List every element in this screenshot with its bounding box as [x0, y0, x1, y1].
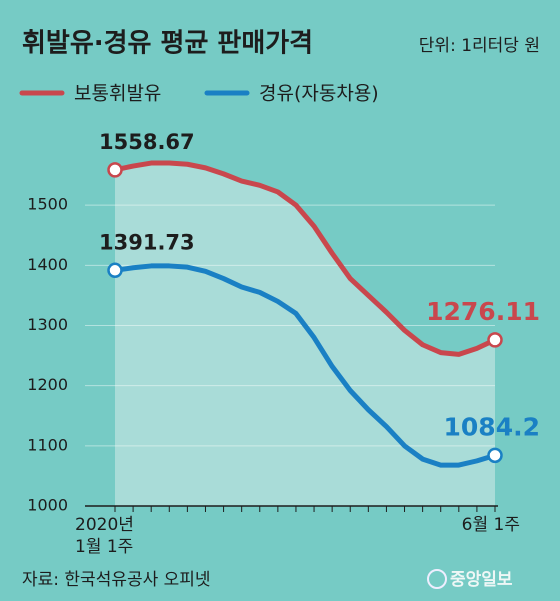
legend-label: 보통휘발유 [74, 83, 161, 105]
source: 자료: 한국석유공사 오피넷 [22, 570, 211, 590]
x-tick-label: 6월 1주 [461, 515, 520, 535]
value-label: 1276.11 [426, 297, 540, 326]
y-tick-label: 1200 [27, 375, 68, 394]
y-tick-label: 1300 [27, 315, 68, 334]
end-marker [107, 262, 123, 279]
end-marker [487, 332, 503, 348]
value-label: 1084.2 [444, 412, 540, 441]
y-tick-label: 1400 [27, 255, 68, 274]
value-label: 1558.67 [99, 130, 195, 154]
line [112, 160, 498, 357]
y-tick-label: 1000 [27, 496, 68, 515]
unit-label: 단위: 1리터당 원 [419, 36, 540, 56]
x-tick-label: 2020년 1월 1주 [75, 515, 134, 557]
area [115, 163, 495, 507]
chart-title: 휘발유·경유 평균 판매가격 [22, 29, 313, 59]
end-marker [487, 447, 503, 464]
value-label: 1391.73 [99, 230, 195, 254]
logo: 중앙일보 [450, 570, 513, 590]
legend-label: 경유(자동차용) [259, 83, 379, 105]
logo-icon [427, 569, 447, 589]
line [112, 263, 498, 468]
y-tick-label: 1100 [27, 435, 68, 454]
end-marker [107, 162, 123, 178]
y-tick-label: 1500 [27, 195, 68, 214]
